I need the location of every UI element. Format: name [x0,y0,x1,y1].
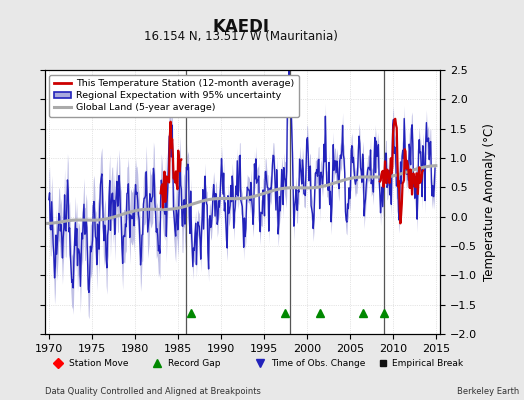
Text: KAEDI: KAEDI [213,18,269,36]
Legend: This Temperature Station (12-month average), Regional Expectation with 95% uncer: This Temperature Station (12-month avera… [49,75,299,117]
Text: Empirical Break: Empirical Break [392,358,463,368]
Text: Data Quality Controlled and Aligned at Breakpoints: Data Quality Controlled and Aligned at B… [45,387,260,396]
Text: Record Gap: Record Gap [168,358,220,368]
Text: 16.154 N, 13.517 W (Mauritania): 16.154 N, 13.517 W (Mauritania) [144,30,338,43]
Y-axis label: Temperature Anomaly (°C): Temperature Anomaly (°C) [483,123,496,281]
Text: Station Move: Station Move [69,358,128,368]
Text: Berkeley Earth: Berkeley Earth [456,387,519,396]
Text: Time of Obs. Change: Time of Obs. Change [271,358,366,368]
